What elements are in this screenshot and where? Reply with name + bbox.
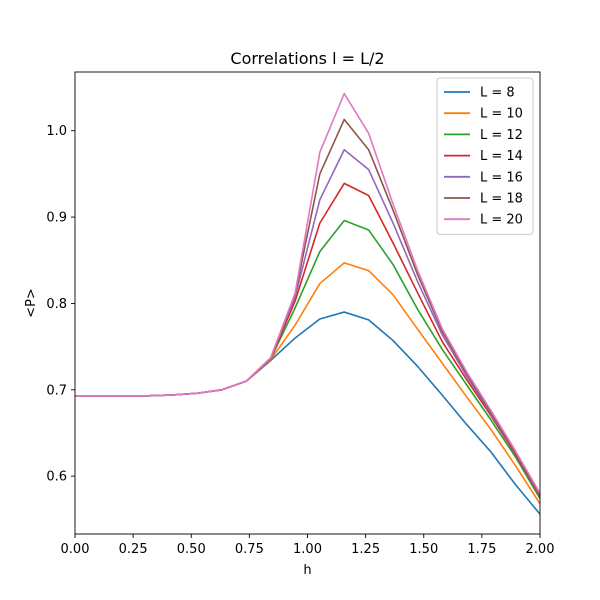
y-axis-ticks: 0.6 0.7 0.8 0.9 1.0 <box>46 124 75 485</box>
series-line-L10 <box>75 262 540 505</box>
legend-label: L = 8 <box>480 86 515 101</box>
x-tick-label: 1.00 <box>293 542 322 557</box>
x-axis-ticks: 0.00 0.25 0.50 0.75 1.00 1.25 1.50 1.75 2.00 <box>61 534 555 557</box>
legend-label: L = 14 <box>480 149 523 164</box>
y-tick-label: 1.0 <box>46 124 67 139</box>
y-tick-label: 0.6 <box>46 470 67 485</box>
y-tick-label: 0.7 <box>46 383 67 398</box>
y-tick-label: 0.9 <box>46 211 67 226</box>
chart-title: Correlations l = L/2 <box>230 49 384 68</box>
y-tick-label: 0.8 <box>46 297 67 312</box>
legend-label: L = 10 <box>480 107 523 122</box>
series-line-L20 <box>75 92 540 494</box>
x-tick-label: 0.00 <box>61 542 90 557</box>
legend-label: L = 16 <box>480 170 523 185</box>
x-tick-label: 2.00 <box>526 542 555 557</box>
x-tick-label: 0.25 <box>119 542 148 557</box>
legend-box <box>436 77 534 235</box>
y-axis-label: <P> <box>24 288 39 318</box>
legend-label: L = 12 <box>480 128 523 143</box>
x-tick-label: 0.50 <box>177 542 206 557</box>
x-axis-label: h <box>303 563 311 578</box>
plot-area <box>74 71 541 535</box>
x-tick-label: 1.50 <box>409 542 438 557</box>
legend: L = 8 L = 10 L = 12 L = 14 L = 16 L = 18 L = 2… <box>436 77 534 235</box>
legend-label: L = 18 <box>480 192 523 207</box>
series-line-L8 <box>75 311 540 515</box>
x-tick-label: 1.75 <box>467 542 496 557</box>
x-tick-label: 1.25 <box>351 542 380 557</box>
x-tick-label: 0.75 <box>235 542 264 557</box>
legend-label: L = 20 <box>480 213 523 228</box>
